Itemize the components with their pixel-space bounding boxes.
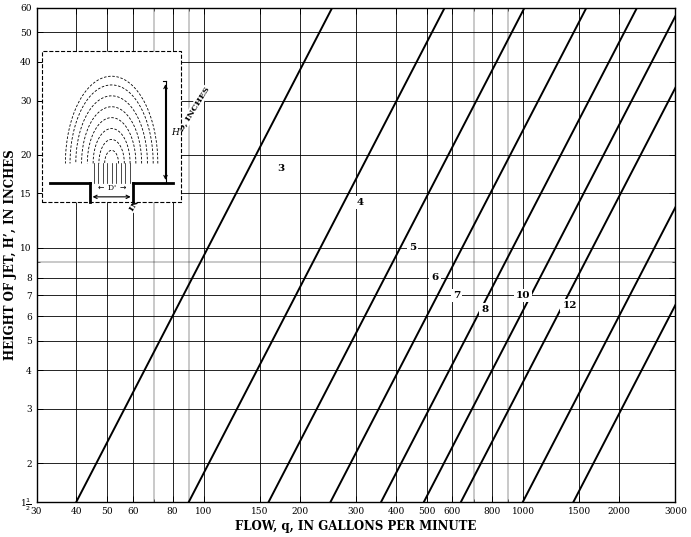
Text: 8: 8	[482, 305, 489, 314]
Text: 3: 3	[278, 164, 285, 173]
Y-axis label: HEIGHT OF JET, H’, IN INCHES: HEIGHT OF JET, H’, IN INCHES	[4, 149, 17, 360]
Text: 10: 10	[515, 291, 530, 300]
Text: 4: 4	[357, 198, 364, 207]
Text: 2: 2	[160, 172, 167, 181]
Text: 6: 6	[431, 273, 439, 282]
Text: INSIDE DIAMETER D, INCHES: INSIDE DIAMETER D, INCHES	[127, 85, 211, 213]
Text: 7: 7	[453, 291, 460, 300]
Text: 5: 5	[408, 243, 416, 252]
X-axis label: FLOW, q, IN GALLONS PER MINUTE: FLOW, q, IN GALLONS PER MINUTE	[235, 520, 477, 533]
Text: 12: 12	[562, 301, 577, 310]
